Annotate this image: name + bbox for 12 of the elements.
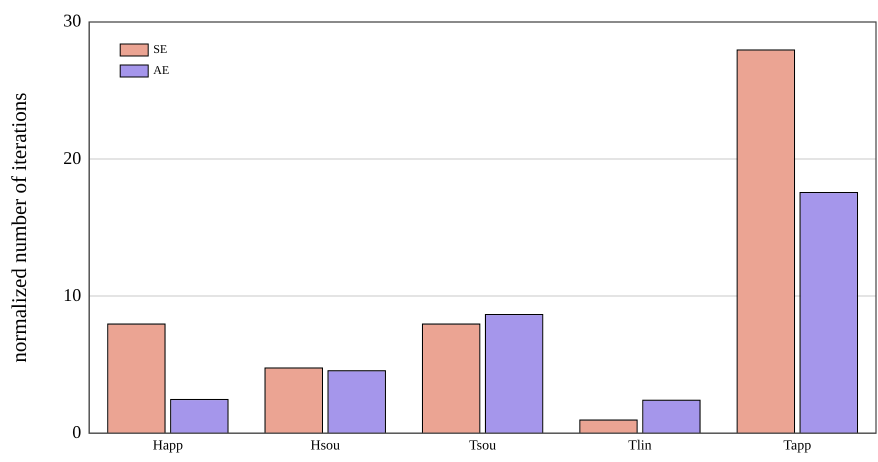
y-tick-label: 10 bbox=[63, 284, 82, 305]
x-tick-label: Tapp bbox=[783, 438, 812, 454]
legend-label: AE bbox=[153, 63, 170, 78]
x-tick-label: Tsou bbox=[469, 438, 496, 454]
x-tick-label: Hsou bbox=[310, 438, 340, 454]
x-tick-label: Happ bbox=[152, 438, 184, 454]
y-tick-label: 30 bbox=[63, 10, 82, 31]
x-tick-label: Tlin bbox=[628, 438, 652, 454]
legend-label: SE bbox=[153, 42, 168, 56]
y-tick-label: 20 bbox=[63, 148, 82, 168]
y-tick-label: 0 bbox=[72, 422, 82, 442]
y-axis-title: normalized number of iterations bbox=[7, 92, 32, 363]
